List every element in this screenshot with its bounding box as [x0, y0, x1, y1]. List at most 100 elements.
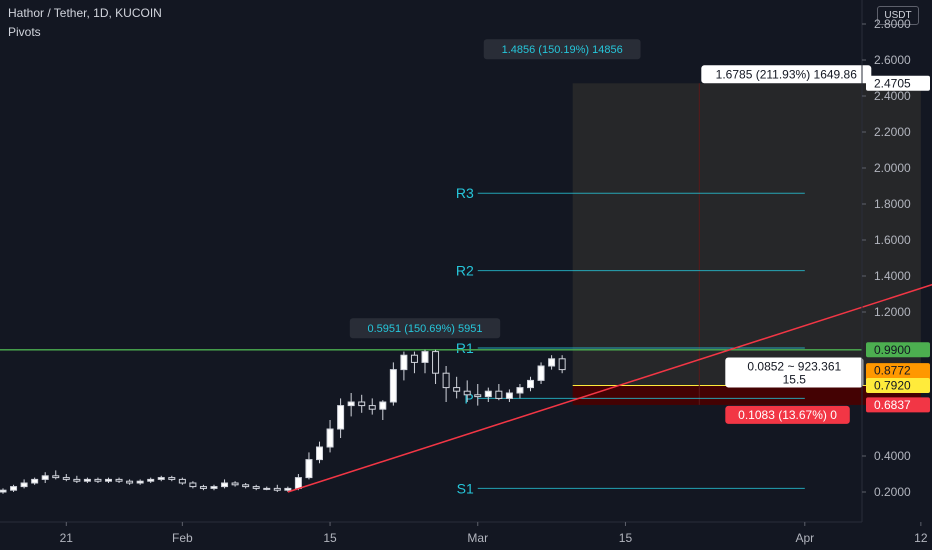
price-tick-label: 2.2000 — [874, 125, 911, 139]
candle — [52, 475, 60, 479]
profit-zone — [572, 83, 921, 386]
candle — [62, 477, 70, 480]
pivot-label-r1: R1 — [456, 340, 474, 356]
candle — [147, 478, 155, 482]
candle — [432, 351, 440, 374]
candle — [94, 478, 102, 482]
candle — [231, 482, 239, 486]
measure-box — [483, 39, 641, 60]
measure-label: 0.5951 (150.69%) 5951 — [368, 323, 483, 335]
time-tick-label: Apr — [795, 531, 814, 545]
candle — [505, 392, 513, 399]
trendline — [287, 283, 932, 493]
candle — [10, 486, 18, 491]
pivot-label-p: P — [464, 390, 473, 406]
time-tick-label: Feb — [172, 531, 193, 545]
candle — [168, 477, 176, 480]
measure-label: 1.4856 (150.19%) 14856 — [502, 44, 623, 56]
time-tick-label: 21 — [60, 531, 74, 545]
price-badge-label: 0.9900 — [874, 343, 911, 357]
candle — [20, 482, 28, 488]
price-badge-label: 0.7920 — [874, 378, 911, 392]
candle — [558, 358, 566, 371]
candle — [368, 405, 376, 410]
candle — [421, 351, 429, 363]
indicator-label[interactable]: Pivots — [8, 25, 41, 39]
price-tick-label: 1.8000 — [874, 197, 911, 211]
candle — [537, 365, 545, 381]
candle — [495, 390, 503, 399]
pivot-label-s1: S1 — [457, 480, 474, 496]
candle — [157, 477, 165, 480]
candle — [284, 487, 292, 491]
stop-zone — [572, 385, 921, 405]
currency-button[interactable]: USDT — [877, 6, 919, 25]
price-badge-label: 0.8772 — [874, 364, 911, 378]
candle — [527, 379, 534, 389]
candle — [410, 354, 418, 363]
price-tick-label: 2.0000 — [874, 161, 911, 175]
candle — [178, 478, 186, 484]
candle — [379, 401, 387, 410]
candle — [337, 405, 345, 430]
target-label: 1.6785 (211.93%) 1649.86 — [716, 67, 858, 81]
time-tick-label: 15 — [323, 531, 337, 545]
candle — [41, 475, 49, 480]
time-tick-label: 15 — [619, 531, 633, 545]
price-badge — [866, 342, 930, 358]
price-badge — [866, 75, 930, 91]
price-badge-label: 0.6837 — [874, 398, 911, 412]
price-tick-label: 1.6000 — [874, 233, 911, 247]
price-tick-label: 0.4000 — [874, 449, 911, 463]
pivot-label-r3: R3 — [456, 185, 474, 201]
candle — [389, 369, 397, 403]
candle — [242, 484, 250, 488]
target-label-box — [701, 65, 872, 84]
candle — [463, 390, 471, 396]
candle — [305, 459, 313, 479]
candle — [115, 478, 123, 482]
candle — [474, 394, 482, 398]
price-tick-label: 2.6000 — [874, 53, 911, 67]
candle — [548, 358, 556, 367]
price-badge — [866, 397, 930, 413]
candle — [326, 428, 334, 448]
candle — [516, 387, 524, 394]
price-tick-label: 2.4000 — [874, 89, 911, 103]
candle — [126, 480, 134, 484]
price-tick-label: 2.8000 — [874, 17, 911, 31]
candle — [273, 487, 281, 491]
candle — [31, 478, 39, 484]
candle — [252, 486, 260, 489]
candle — [199, 486, 207, 489]
price-tick-label: 1.4000 — [874, 269, 911, 283]
candle — [83, 478, 91, 482]
candle — [442, 372, 450, 389]
candle — [221, 482, 229, 488]
candle — [358, 401, 366, 407]
candle — [400, 354, 408, 371]
candle — [73, 478, 81, 482]
ratio-label-box — [725, 357, 864, 388]
symbol-title: Hathor / Tether, 1D, KUCOIN — [8, 6, 162, 20]
candle — [0, 489, 7, 493]
price-tick-label: 0.2000 — [874, 485, 911, 499]
price-badge-label: 2.4705 — [874, 76, 911, 90]
ratio-label-line1: 0.0852 ~ 923.361 — [747, 359, 841, 373]
candle — [294, 477, 302, 489]
candle — [347, 401, 355, 407]
pivot-label-r2: R2 — [456, 263, 474, 279]
price-badge — [866, 377, 930, 393]
stop-label: 0.1083 (13.67%) 0 — [738, 408, 837, 422]
measure-box — [349, 318, 501, 339]
price-tick-label: 1.2000 — [874, 305, 911, 319]
candle — [136, 480, 144, 484]
candle — [105, 478, 112, 482]
time-tick-label: Mar — [467, 531, 488, 545]
candle — [263, 487, 271, 490]
candle — [210, 486, 218, 489]
time-tick-label: 12 — [914, 531, 928, 545]
candle — [316, 446, 323, 461]
candle — [484, 390, 492, 398]
